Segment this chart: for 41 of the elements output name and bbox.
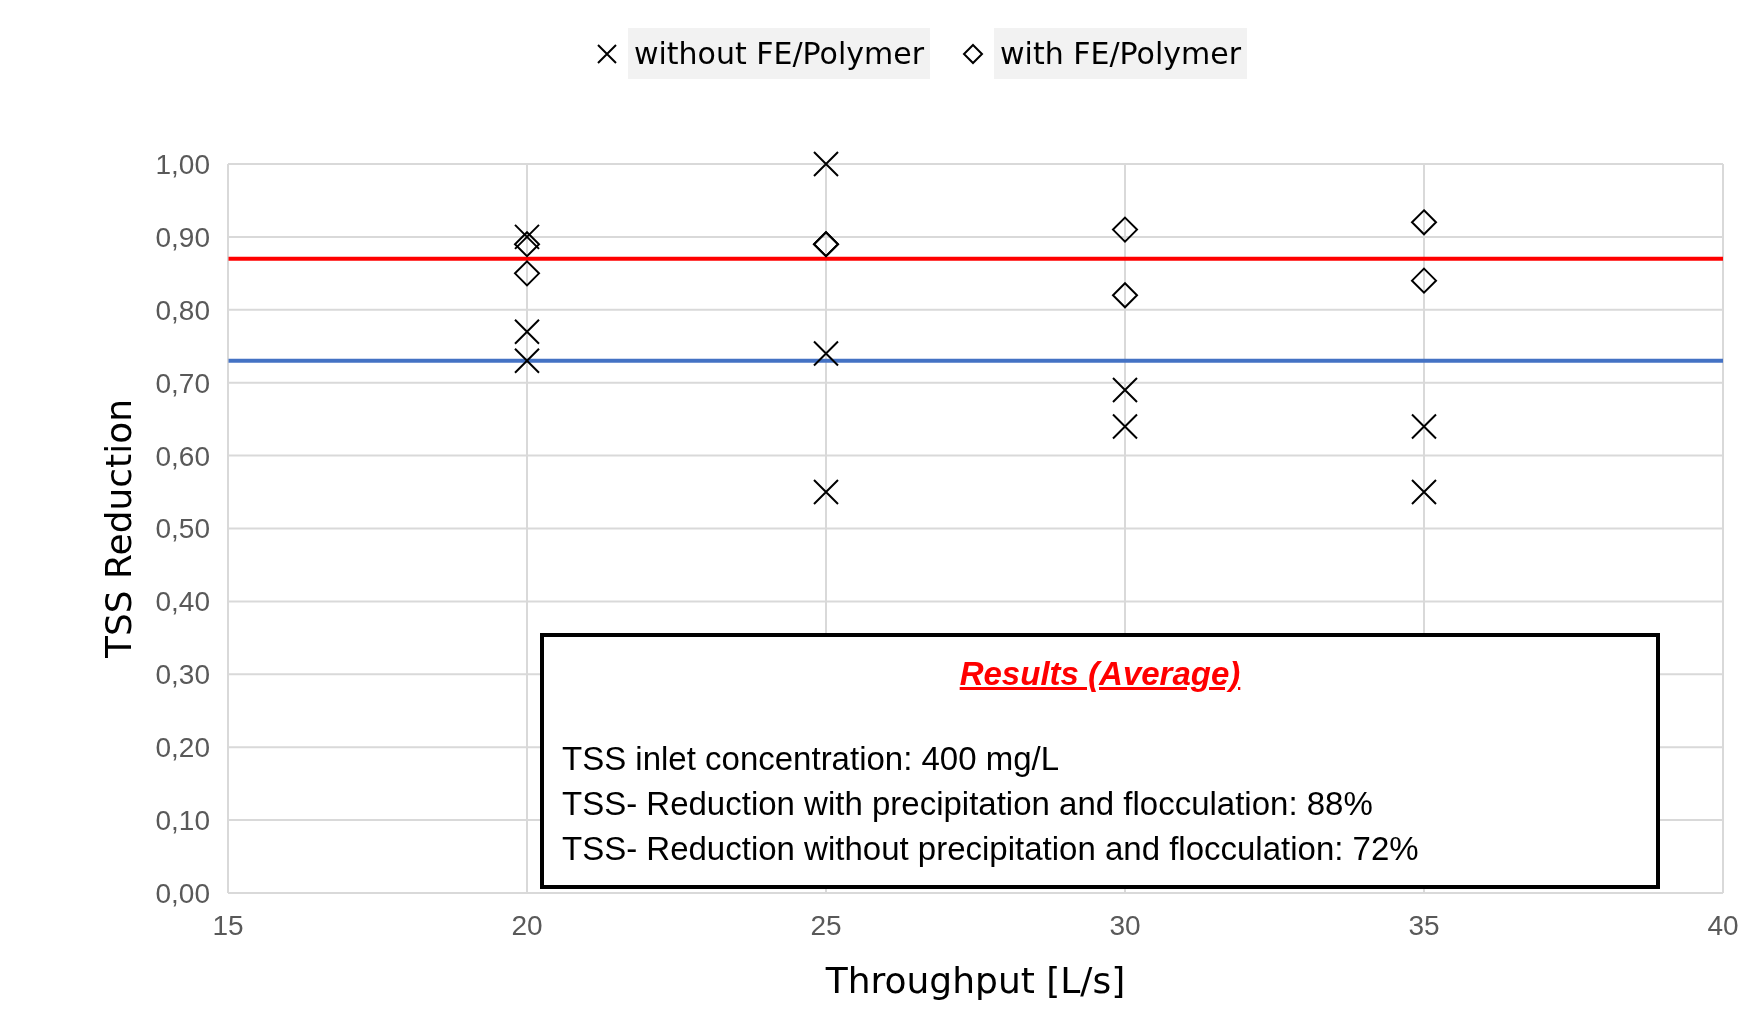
x-axis-title: Throughput [L/s] — [824, 960, 1126, 1001]
y-tick-label: 0,00 — [155, 877, 210, 909]
y-tick-label: 0,10 — [155, 805, 210, 837]
point — [1411, 209, 1437, 236]
point — [813, 340, 839, 367]
y-axis-title: TSS Reduction — [97, 398, 139, 660]
point — [1112, 216, 1138, 243]
y-tick-label: 0,70 — [155, 367, 210, 399]
x-tick-label: 35 — [1408, 909, 1440, 941]
point — [514, 231, 540, 258]
x-tick-label: 30 — [1109, 909, 1141, 941]
annotation: TSS- Reduction without precipitation and flocculation: 72% — [562, 829, 1420, 869]
y-tick-label: 0,30 — [155, 659, 210, 691]
y-tick-label: 0,60 — [155, 440, 210, 472]
x-tick-label: 25 — [810, 909, 842, 941]
y-tick-label: 1,00 — [155, 148, 210, 180]
point — [1411, 267, 1437, 294]
point — [1112, 376, 1138, 403]
point — [813, 479, 839, 506]
point — [514, 260, 540, 287]
x-tick-label: 20 — [511, 909, 543, 941]
point — [1411, 413, 1437, 440]
x-tick-label: 15 — [212, 909, 244, 941]
point — [514, 318, 540, 345]
point — [1112, 282, 1138, 309]
y-tick-label: 0,40 — [155, 586, 210, 618]
point — [813, 151, 839, 177]
x-tick-label: 40 — [1707, 909, 1739, 941]
y-tick-label: 0,90 — [155, 221, 210, 253]
point — [1411, 479, 1437, 506]
annotation: TSS- Reduction with precipitation and flocculation: 88% — [562, 784, 1374, 824]
y-tick-label: 0,80 — [155, 294, 210, 326]
point — [514, 347, 540, 374]
point — [514, 223, 540, 250]
point — [1112, 413, 1138, 440]
legend-label: with FE/Polymer — [994, 28, 1248, 79]
legend-label: without FE/Polymer — [627, 28, 931, 79]
y-tick-label: 0,20 — [155, 732, 210, 764]
y-tick-label: 0,50 — [155, 513, 210, 545]
annotation: TSS inlet concentration: 400 mg/L — [562, 739, 1061, 779]
annotation: Results (Average) — [958, 654, 1242, 694]
